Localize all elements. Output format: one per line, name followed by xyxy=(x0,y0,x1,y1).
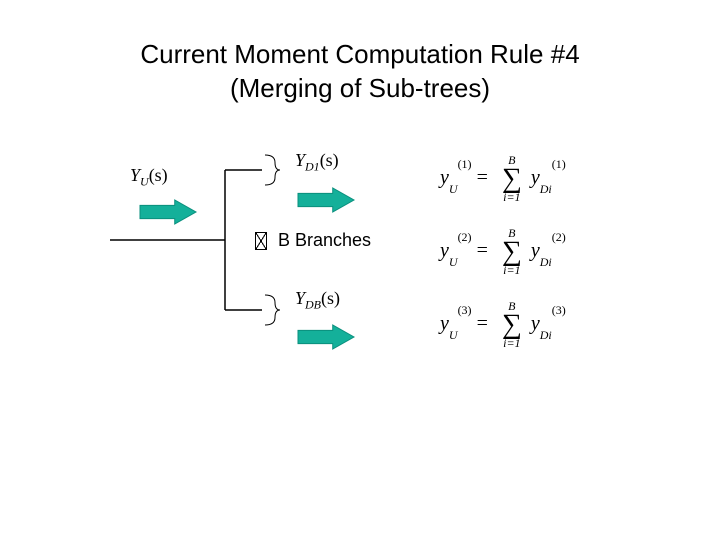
label-YU: YU(s) xyxy=(130,165,168,190)
label-b-branches: B Branches xyxy=(278,230,371,251)
equation-2: yU(2) = B∑i=1yDi(2) xyxy=(440,238,566,266)
equation-3: yU(3) = B∑i=1yDi(3) xyxy=(440,311,566,339)
junction-box-icon xyxy=(255,232,267,250)
label-YD1: YD1(s) xyxy=(295,150,339,175)
diagram-lines xyxy=(0,0,720,540)
equation-1: yU(1) = B∑i=1yDi(1) xyxy=(440,165,566,193)
label-YDB: YDB(s) xyxy=(295,288,340,313)
slide-stage: Current Moment Computation Rule #4 (Merg… xyxy=(0,0,720,540)
